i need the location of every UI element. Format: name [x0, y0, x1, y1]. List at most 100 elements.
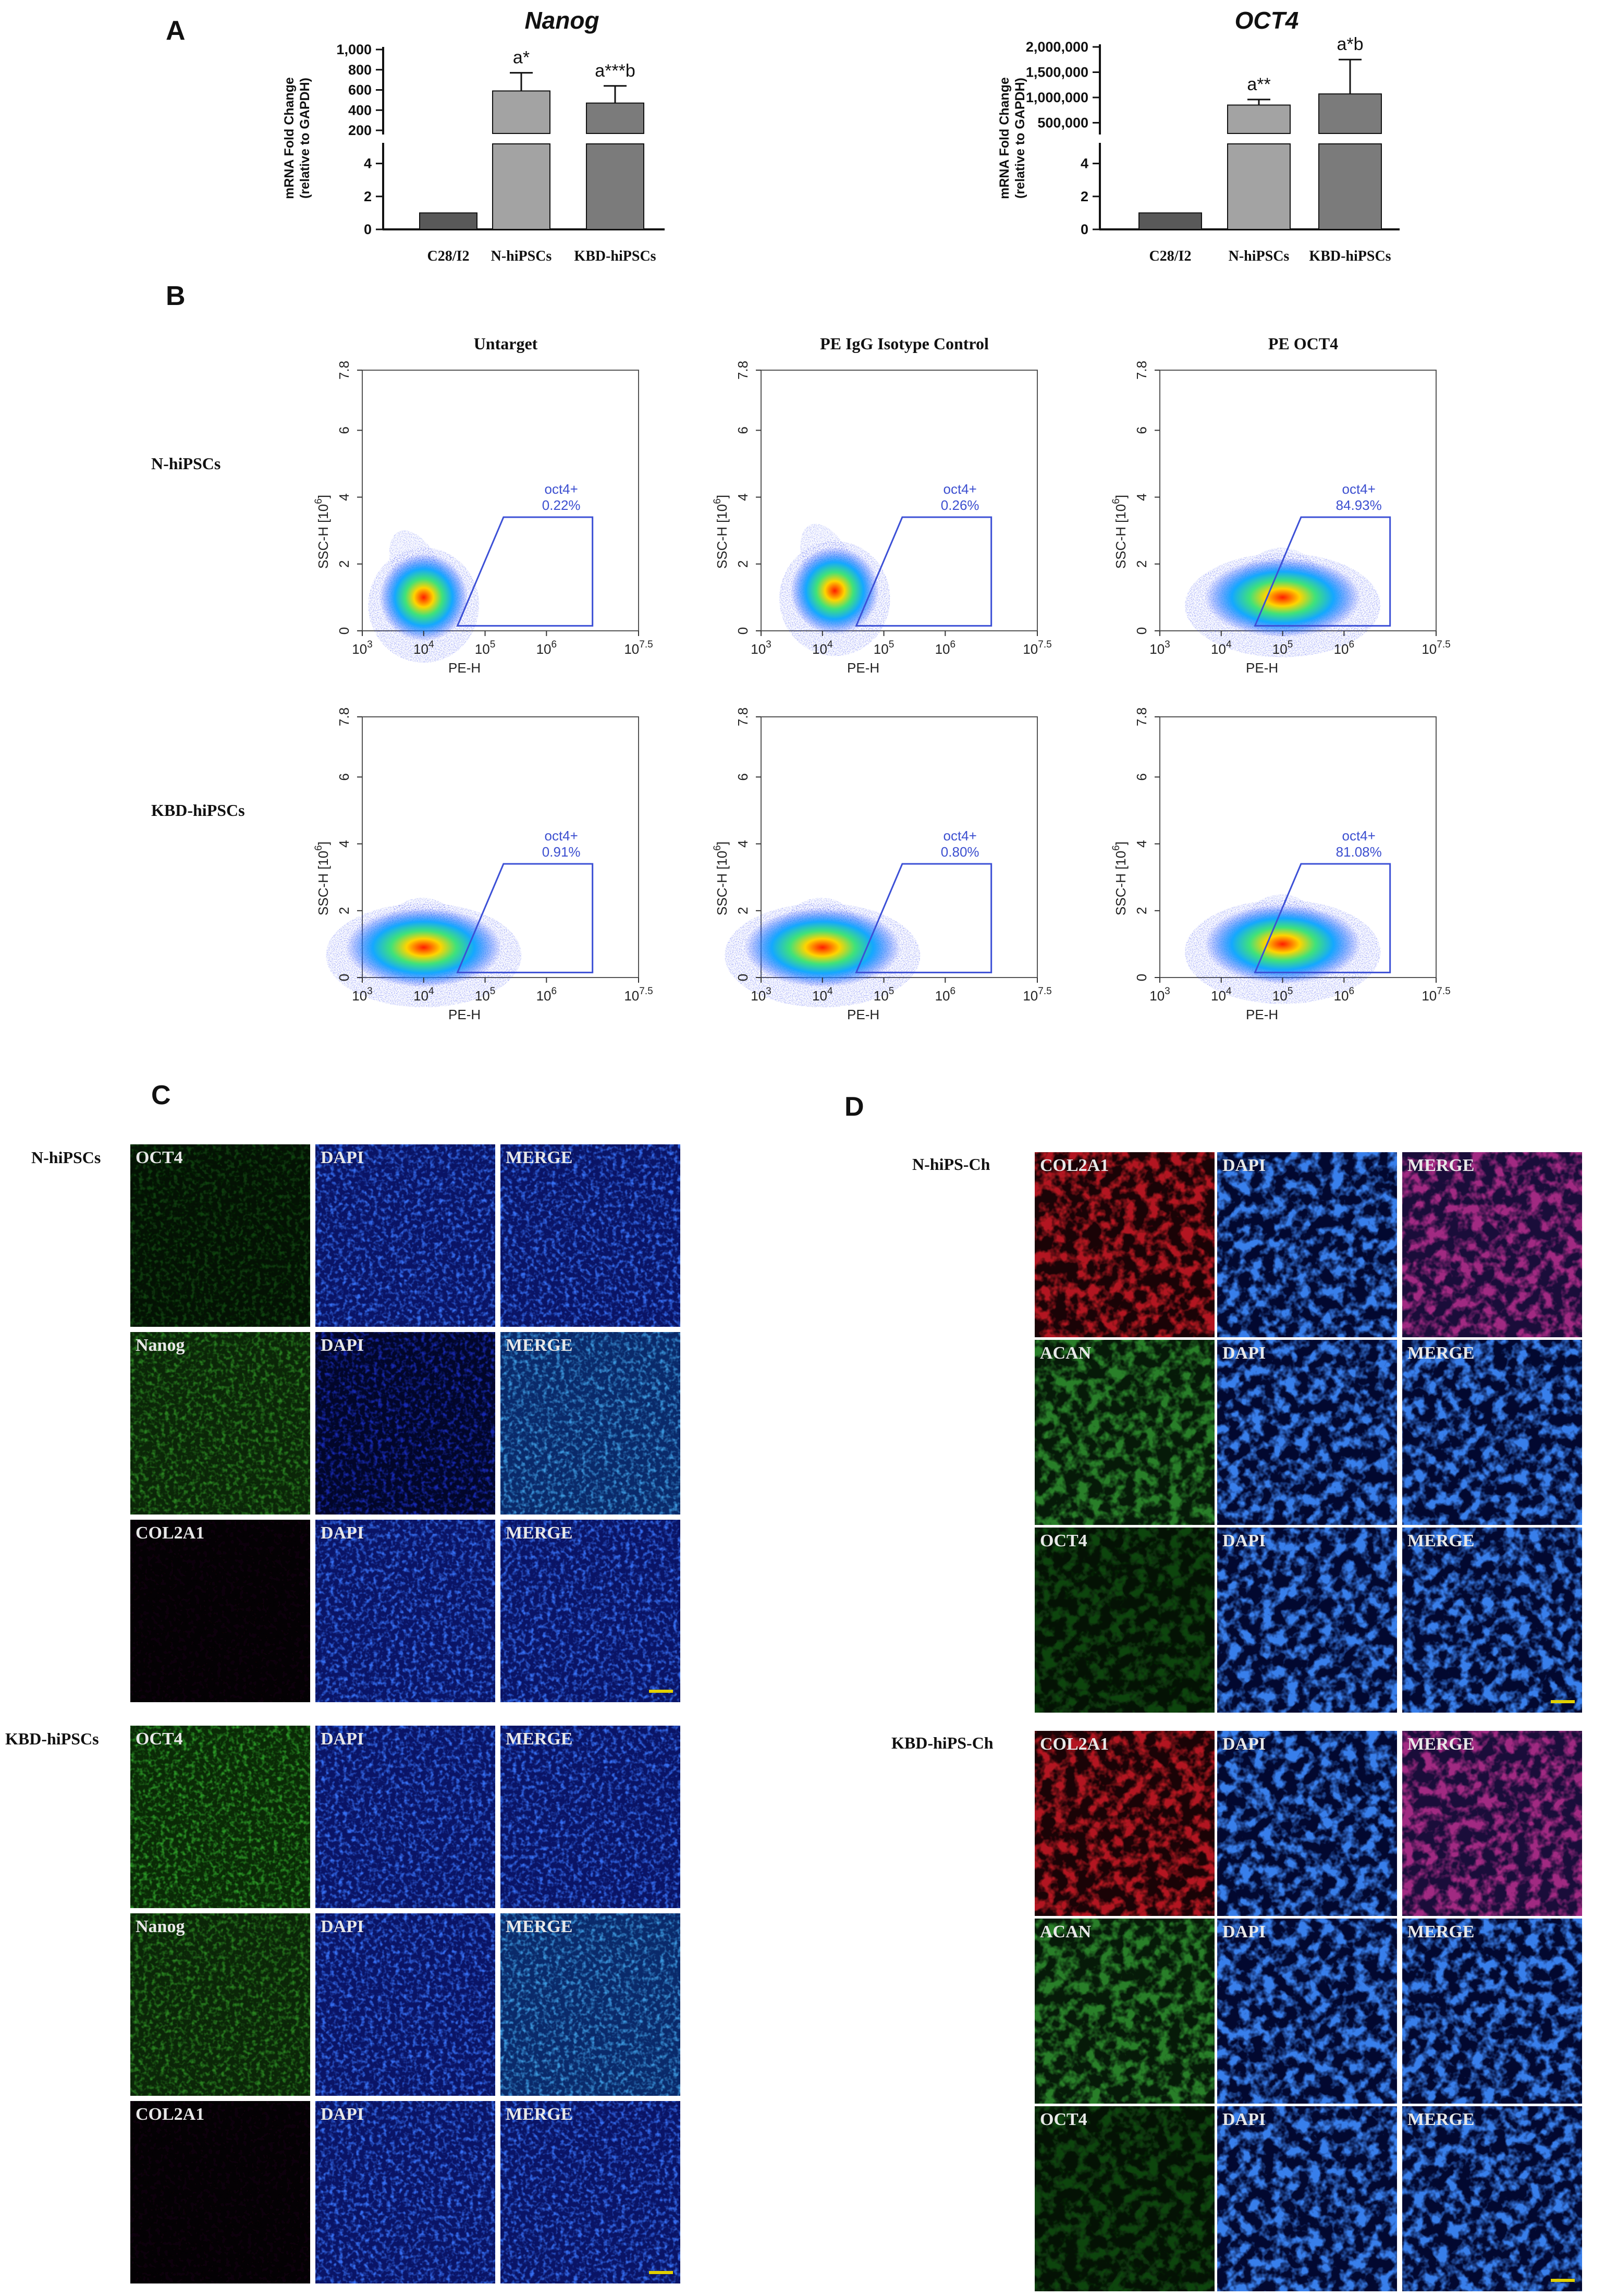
- micrograph-signal: [1035, 1340, 1215, 1525]
- micrograph-texture: [1217, 2106, 1397, 2291]
- x-tick-label: 103: [751, 986, 771, 1004]
- micrograph: MERGE: [500, 1520, 680, 1702]
- channel-label: DAPI: [1222, 1156, 1266, 1175]
- micrograph-signal: [1402, 1152, 1582, 1337]
- micrograph: MERGE: [500, 1144, 680, 1327]
- row-label: N-hiPSCs: [151, 454, 220, 473]
- y-axis-unit: 10: [1113, 504, 1129, 519]
- y-axis-unit: 10: [714, 504, 730, 519]
- micrograph-signal: [500, 2101, 680, 2283]
- y-tick-label: 2: [336, 560, 352, 568]
- micrograph-signal: [1035, 1731, 1215, 1916]
- x-tick-exponent: 4: [1226, 986, 1232, 997]
- event-density-core: [744, 908, 901, 987]
- y-tick-label: 600: [348, 82, 372, 98]
- x-tick-exponent: 5: [490, 986, 496, 997]
- micrograph-texture: [500, 1726, 680, 1908]
- micrograph-texture: [500, 1913, 680, 2096]
- micrograph-signal: [1402, 1340, 1582, 1525]
- micrograph: OCT4: [1035, 1528, 1215, 1713]
- gate-name: oct4+: [1342, 828, 1376, 844]
- y-tick-label: 7.8: [735, 707, 751, 726]
- bar-chart-nanog: Nanog mRNA Fold Change (relative to GAPDH)…: [282, 7, 665, 264]
- y-axis-exponent: 6: [1111, 498, 1122, 504]
- bar: [1138, 212, 1202, 230]
- x-tick-label: C28/I2: [1149, 248, 1192, 264]
- micrograph: MERGE: [1402, 2106, 1582, 2291]
- x-tick-label: 103: [352, 639, 373, 657]
- event-density-core: [1204, 557, 1361, 637]
- x-tick-exponent: 6: [950, 639, 956, 650]
- micrograph-texture: [315, 2101, 495, 2283]
- x-tick-label: KBD-hiPSCs: [1309, 248, 1391, 264]
- channel-label: OCT4: [1040, 2110, 1087, 2129]
- x-axis-label: PE-H: [1246, 1007, 1278, 1022]
- micrograph-signal: [1217, 2106, 1397, 2291]
- micrograph: ACAN: [1035, 1340, 1215, 1525]
- micrograph: MERGE: [1402, 1340, 1582, 1525]
- channel-label: Nanog: [136, 1917, 185, 1936]
- oct4-gate: [1254, 863, 1391, 973]
- x-tick-label: 107.5: [1422, 639, 1450, 657]
- micrograph: MERGE: [1402, 1528, 1582, 1713]
- scale-bar: [1551, 2279, 1575, 2282]
- x-tick-exponent: 5: [1288, 986, 1293, 997]
- y-axis-label: SSC-H [106]: [1111, 495, 1129, 569]
- y-tick-label: 1,000: [336, 42, 372, 57]
- x-axis-label: PE-H: [1246, 660, 1278, 676]
- micrograph-texture: [1217, 1528, 1397, 1713]
- micrograph-texture: [1035, 1152, 1215, 1337]
- significance-label: a***b: [595, 61, 635, 81]
- y-tick-label: 4: [1134, 493, 1149, 500]
- channel-label: Nanog: [136, 1336, 185, 1355]
- micrograph-signal: [130, 1332, 310, 1515]
- micrograph: MERGE: [500, 1913, 680, 2096]
- x-tick-label: 106: [536, 639, 557, 657]
- x-tick-label: 104: [1211, 986, 1232, 1004]
- group-label: N-hiPS-Ch: [912, 1155, 990, 1174]
- y-tick-label: 4: [364, 156, 372, 172]
- micrograph-texture: [315, 1726, 495, 1908]
- x-tick-exponent: 7.5: [639, 639, 653, 650]
- x-tick-exponent: 4: [428, 986, 434, 997]
- gate-percentage: 0.91%: [542, 844, 581, 860]
- micrograph: MERGE: [1402, 1919, 1582, 2104]
- channel-label: MERGE: [1407, 2110, 1474, 2129]
- micrograph-signal: [1402, 1528, 1582, 1713]
- micrograph-signal: [1035, 1152, 1215, 1337]
- y-axis-exponent: 6: [313, 845, 324, 851]
- bar: [586, 102, 644, 134]
- bar: [1318, 143, 1382, 230]
- oct4-gate: [855, 863, 993, 973]
- scale-bar: [649, 1690, 673, 1693]
- y-tick-label: 2: [1134, 560, 1149, 568]
- micrograph: DAPI: [1217, 2106, 1397, 2291]
- y-tick-label: 7.8: [336, 361, 352, 380]
- channel-label: MERGE: [1407, 1344, 1474, 1363]
- micrograph: ACAN: [1035, 1919, 1215, 2104]
- y-tick-label: 0: [735, 974, 751, 981]
- group-label: KBD-hiPS-Ch: [891, 1733, 994, 1752]
- channel-label: DAPI: [321, 1729, 364, 1749]
- x-axis-label: PE-H: [448, 660, 481, 676]
- x-tick-exponent: 6: [552, 639, 557, 650]
- micrograph-signal: [315, 1520, 495, 1702]
- gate-name: oct4+: [545, 481, 578, 497]
- micrograph-signal: [1402, 2106, 1582, 2291]
- y-tick-label: 2: [1134, 907, 1149, 914]
- micrograph: MERGE: [1402, 1152, 1582, 1337]
- x-tick-exponent: 6: [1349, 639, 1355, 650]
- x-axis-label: PE-H: [448, 1007, 481, 1022]
- x-axis-label: PE-H: [847, 1007, 879, 1022]
- channel-label: MERGE: [1407, 1922, 1474, 1941]
- x-tick-exponent: 7.5: [1437, 639, 1450, 650]
- y-tick-label: 400: [348, 102, 372, 118]
- significance-label: a**: [1247, 75, 1270, 94]
- y-axis-exponent: 6: [1111, 845, 1122, 851]
- x-tick-label: 106: [1334, 986, 1355, 1004]
- x-tick-label: N-hiPSCs: [491, 248, 552, 264]
- x-tick-exponent: 7.5: [639, 986, 653, 997]
- channel-label: MERGE: [506, 1523, 572, 1543]
- micrograph: DAPI: [315, 2101, 495, 2283]
